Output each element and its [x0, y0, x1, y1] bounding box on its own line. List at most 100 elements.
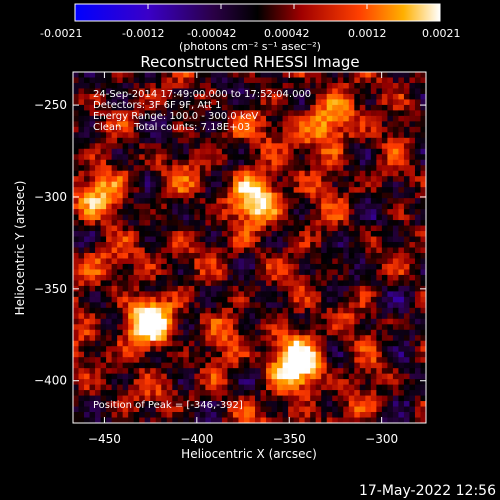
heatmap-cell	[89, 209, 96, 215]
heatmap-cell	[348, 318, 355, 325]
heatmap-cell	[95, 137, 101, 144]
heatmap-cell	[277, 274, 283, 281]
heatmap-cell	[365, 307, 372, 314]
heatmap-cell	[188, 406, 195, 413]
heatmap-cell	[365, 181, 372, 188]
heatmap-cell	[387, 187, 394, 194]
heatmap-cell	[359, 176, 366, 183]
heatmap-cell	[365, 401, 372, 407]
heatmap-cell	[150, 209, 157, 215]
heatmap-cell	[150, 412, 157, 418]
heatmap-cell	[216, 187, 223, 194]
heatmap-cell	[282, 176, 289, 183]
heatmap-cell	[365, 110, 372, 117]
heatmap-cell	[183, 88, 190, 95]
heatmap-cell	[260, 143, 267, 150]
heatmap-cell	[73, 368, 79, 375]
heatmap-cell	[288, 329, 295, 336]
heatmap-cell	[221, 247, 228, 254]
heatmap-cell	[100, 99, 107, 106]
heatmap-cell	[78, 384, 85, 391]
heatmap-cell	[288, 220, 295, 226]
heatmap-cell	[144, 302, 151, 309]
heatmap-cell	[392, 296, 399, 303]
heatmap-cell	[387, 269, 394, 276]
heatmap-cell	[89, 269, 96, 276]
heatmap-cell	[210, 104, 217, 111]
heatmap-cell	[266, 187, 272, 194]
heatmap-cell	[321, 203, 328, 210]
heatmap-cell	[260, 379, 267, 386]
heatmap-cell	[155, 346, 162, 353]
heatmap-cell	[166, 132, 173, 139]
heatmap-cell	[177, 99, 184, 106]
heatmap-cell	[117, 192, 124, 199]
heatmap-cell	[249, 220, 256, 226]
heatmap-cell	[199, 324, 206, 331]
heatmap-cell	[310, 318, 317, 325]
heatmap-cell	[161, 335, 168, 342]
heatmap-cell	[277, 395, 283, 402]
heatmap-cell	[266, 395, 272, 402]
heatmap-cell	[310, 154, 317, 161]
heatmap-cell	[238, 110, 245, 117]
heatmap-cell	[73, 406, 79, 413]
heatmap-cell	[249, 362, 256, 369]
heatmap-cell	[84, 93, 90, 100]
heatmap-cell	[238, 121, 245, 128]
heatmap-cell	[365, 220, 372, 226]
heatmap-cell	[420, 88, 426, 95]
heatmap-cell	[370, 154, 377, 161]
heatmap-cell	[299, 368, 306, 375]
heatmap-cell	[150, 329, 157, 336]
heatmap-cell	[332, 198, 339, 205]
heatmap-cell	[232, 357, 239, 364]
heatmap-cell	[221, 203, 228, 210]
heatmap-cell	[95, 313, 101, 320]
heatmap-cell	[326, 148, 333, 155]
heatmap-cell	[161, 209, 168, 215]
heatmap-cell	[238, 220, 245, 226]
heatmap-cell	[150, 263, 157, 270]
heatmap-cell	[128, 351, 135, 358]
heatmap-cell	[183, 296, 190, 303]
heatmap-cell	[392, 231, 399, 237]
heatmap-cell	[161, 170, 168, 177]
heatmap-cell	[111, 198, 118, 205]
heatmap-cell	[299, 274, 306, 281]
heatmap-cell	[73, 154, 79, 161]
heatmap-cell	[232, 269, 239, 276]
heatmap-cell	[403, 384, 410, 391]
heatmap-cell	[370, 192, 377, 199]
heatmap-cell	[409, 313, 416, 320]
heatmap-cell	[403, 274, 410, 281]
heatmap-cell	[73, 214, 79, 221]
heatmap-cell	[139, 231, 146, 237]
heatmap-cell	[282, 269, 289, 276]
heatmap-cell	[95, 143, 101, 150]
heatmap-cell	[354, 236, 361, 243]
heatmap-cell	[227, 351, 234, 358]
heatmap-cell	[188, 154, 195, 161]
heatmap-cell	[205, 170, 212, 177]
heatmap-cell	[177, 307, 184, 314]
heatmap-cell	[348, 159, 355, 166]
heatmap-cell	[359, 401, 366, 407]
heatmap-cell	[315, 406, 322, 413]
heatmap-cell	[420, 390, 426, 396]
heatmap-cell	[392, 252, 399, 259]
heatmap-cell	[150, 110, 157, 117]
heatmap-cell	[221, 357, 228, 364]
heatmap-cell	[150, 280, 157, 287]
heatmap-cell	[144, 395, 151, 402]
heatmap-cell	[111, 225, 118, 232]
heatmap-cell	[365, 198, 372, 205]
heatmap-cell	[299, 242, 306, 248]
heatmap-cell	[387, 148, 394, 155]
heatmap-cell	[122, 93, 129, 100]
heatmap-cell	[139, 417, 146, 423]
heatmap-cell	[111, 302, 118, 309]
heatmap-cell	[188, 346, 195, 353]
heatmap-cell	[139, 296, 146, 303]
heatmap-cell	[255, 263, 261, 270]
